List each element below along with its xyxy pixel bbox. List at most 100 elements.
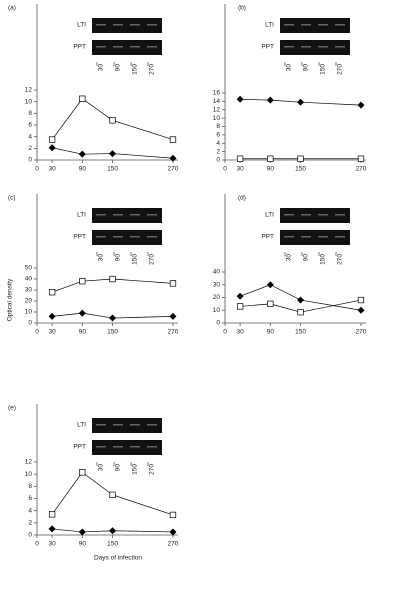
y-tick-label: 30 (213, 281, 221, 288)
y-tick-label: 12 (213, 106, 221, 113)
y-tick-label: 16 (213, 90, 221, 97)
blot-band (318, 24, 328, 26)
y-tick-label: 0 (28, 532, 32, 539)
blot-lane-label: 90 (115, 254, 122, 262)
blot-row-label: PPT (261, 234, 274, 241)
x-tick-label: 270 (168, 329, 179, 336)
point-diamond (357, 101, 365, 109)
blot-band (130, 46, 140, 48)
series-line (52, 312, 173, 319)
point-square (109, 117, 116, 124)
point-square (48, 136, 56, 143)
point-diamond (297, 296, 305, 304)
x-tick-label: 90 (79, 541, 87, 548)
y-tick-label: 0 (28, 157, 32, 164)
x-tick-label: 90 (79, 166, 87, 173)
point-diamond (169, 528, 177, 536)
x-axis-label: Days of infection (94, 555, 142, 562)
x-tick-label: 270 (356, 329, 367, 336)
x-tick-label: 0 (35, 166, 39, 173)
x-tick-label: 150 (295, 166, 306, 173)
point-diamond (78, 309, 86, 317)
y-tick-label: 14 (213, 98, 221, 105)
point-square (79, 95, 86, 102)
y-tick-label: 8 (28, 110, 32, 117)
blot-band (130, 424, 140, 426)
blot-lane-label: 270 (149, 254, 156, 265)
y-tick-label: 2 (28, 520, 32, 527)
blot-row-label: PPT (73, 44, 86, 51)
x-tick-label: 0 (35, 541, 39, 548)
blot-band (147, 214, 157, 216)
blot-row-label: PPT (73, 444, 86, 451)
series-line (51, 278, 173, 293)
blot-lane-label: 30 (98, 64, 105, 72)
blot-lane-label: 90 (115, 464, 122, 472)
point-diamond (266, 96, 274, 104)
blot-band (130, 24, 140, 26)
blot-lane-label: 270 (149, 464, 156, 475)
x-tick-label: 30 (48, 541, 56, 548)
point-square (236, 303, 244, 310)
y-tick-label: 10 (213, 307, 221, 314)
point-square (297, 309, 304, 316)
y-tick-label: 10 (25, 471, 33, 478)
blot-band (318, 236, 328, 238)
blot-band (301, 24, 311, 26)
blot-band (113, 214, 123, 216)
blot-row-label: LTI (77, 212, 86, 219)
point-diamond (48, 312, 56, 320)
blot-image (92, 440, 162, 455)
blot-band (147, 424, 157, 426)
blot-lane-label: 270 (337, 64, 344, 75)
point-square (357, 296, 365, 304)
point-diamond (109, 527, 117, 535)
panel-label: (e) (8, 405, 16, 412)
series-line (239, 284, 362, 311)
point-diamond (78, 150, 86, 158)
blot-band (147, 236, 157, 238)
blot-band (96, 236, 106, 238)
blot-band (113, 236, 123, 238)
blot-image (92, 208, 162, 223)
blot-lane-label: 150 (320, 64, 327, 75)
series-line (51, 98, 174, 140)
blot-band (284, 236, 294, 238)
panel-label: (d) (238, 195, 246, 202)
blot-image (280, 230, 350, 245)
point-square (169, 280, 177, 287)
point-square (267, 155, 274, 162)
blot-row-label: PPT (261, 44, 274, 51)
blot-band (96, 46, 106, 48)
blot-band (130, 236, 140, 238)
series-line (51, 471, 174, 516)
blot-row-label: LTI (77, 422, 86, 429)
point-diamond (236, 292, 244, 300)
blot-band (96, 24, 106, 26)
blot-band (113, 24, 123, 26)
x-tick-label: 30 (48, 166, 56, 173)
point-square (79, 469, 86, 476)
blot-lane-label: 270 (337, 254, 344, 265)
blot-lane-label: 30 (286, 254, 293, 262)
panel-label: (c) (8, 195, 16, 202)
blot-band (113, 424, 123, 426)
y-axis-label: Optical density (7, 278, 14, 321)
y-tick-label: 10 (25, 98, 33, 105)
series-line (52, 528, 173, 533)
point-diamond (109, 150, 117, 158)
point-diamond (78, 528, 86, 536)
y-tick-label: 0 (216, 157, 220, 164)
x-tick-label: 90 (267, 166, 275, 173)
point-diamond (266, 281, 274, 289)
blot-band (130, 446, 140, 448)
blot-band (113, 446, 123, 448)
point-square (48, 511, 56, 518)
blot-band (335, 24, 345, 26)
y-tick-label: 12 (25, 459, 33, 466)
x-tick-label: 90 (267, 329, 275, 336)
y-tick-label: 12 (25, 87, 33, 94)
x-tick-label: 30 (48, 329, 56, 336)
panel-label: (b) (238, 5, 246, 12)
